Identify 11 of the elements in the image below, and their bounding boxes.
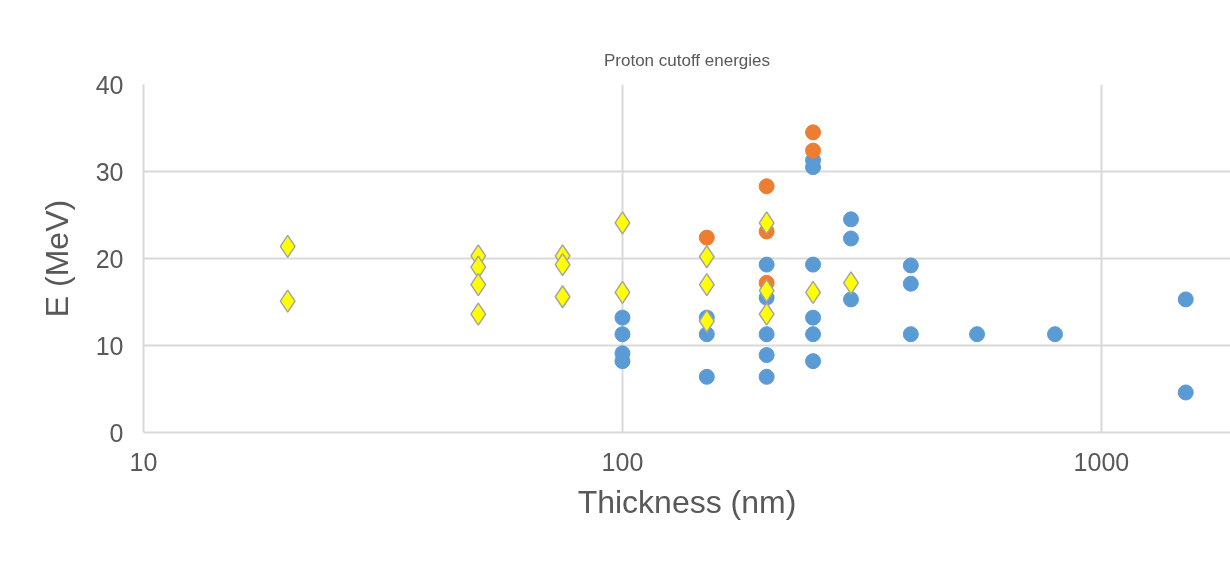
x-tick-label: 1000 xyxy=(1073,447,1130,476)
y-tick-label: 0 xyxy=(109,418,124,447)
y-tick-label: 40 xyxy=(95,70,124,99)
x-axis-title: Thickness (nm) xyxy=(577,483,797,520)
chart-title: Proton cutoff energies xyxy=(603,50,771,70)
y-tick-label: 10 xyxy=(95,331,124,360)
y-tick-label: 20 xyxy=(95,244,124,273)
x-tick-label: 100 xyxy=(601,447,644,476)
x-tick-label: 10 xyxy=(129,447,158,476)
y-tick-label: 30 xyxy=(95,157,124,186)
y-axis-title: E (MeV) xyxy=(38,199,75,318)
